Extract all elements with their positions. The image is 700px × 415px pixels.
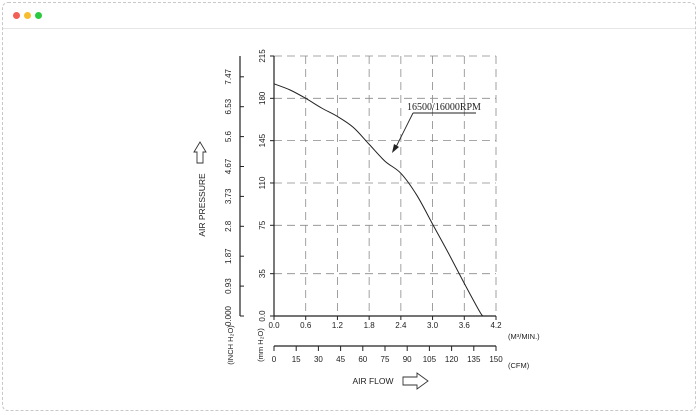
cfm-tick-label: 0	[272, 355, 277, 364]
cfm-unit-label: (CFM)	[508, 361, 530, 370]
cfm-tick-label: 120	[445, 355, 459, 364]
x-tick-label: 1.2	[332, 321, 344, 330]
close-window-button[interactable]	[13, 12, 20, 19]
maximize-window-button[interactable]	[35, 12, 42, 19]
cfm-tick-label: 150	[489, 355, 503, 364]
y2-tick-label: 6.53	[224, 98, 233, 114]
x-tick-label: 0.6	[300, 321, 312, 330]
y-axis-title: AIR PRESSURE	[197, 173, 207, 237]
cfm-tick-label: 90	[403, 355, 412, 364]
annotation-leader-line	[394, 112, 414, 150]
y2-tick-label: 3.73	[224, 188, 233, 204]
y-tick-label: 180	[258, 91, 267, 105]
cfm-tick-label: 60	[358, 355, 367, 364]
up-arrow-icon	[193, 141, 207, 164]
title-bar	[3, 3, 695, 29]
y2-tick-label: 1.87	[224, 248, 233, 264]
y2-tick-label: 2.8	[224, 220, 233, 232]
x-tick-label: 1.8	[364, 321, 376, 330]
m3-unit-label: (M³/MIN.)	[508, 332, 540, 341]
cfm-tick-label: 15	[292, 355, 301, 364]
x-tick-label: 4.2	[490, 321, 502, 330]
x-axis-title: AIR FLOW	[352, 376, 393, 386]
y-tick-label: 75	[258, 220, 267, 229]
y-tick-label: 110	[258, 176, 267, 189]
cfm-tick-label: 105	[423, 355, 437, 364]
y2-tick-label: 7.47	[224, 68, 233, 84]
tick-labels: 0.0 0.6 1.2 1.8 2.4 3.0 3.6 4.2 0.0 35 75 110 145 180…	[224, 49, 503, 364]
y-tick-label: 35	[258, 269, 267, 278]
x-tick-label: 0.0	[268, 321, 280, 330]
cfm-tick-label: 75	[381, 355, 390, 364]
tick-marks	[240, 55, 497, 351]
x-tick-label: 2.4	[395, 321, 407, 330]
y2-tick-label: 0.000	[224, 305, 233, 326]
x-tick-label: 3.0	[427, 321, 439, 330]
y2-tick-label: 5.6	[224, 130, 233, 142]
y2-tick-label: 0.93	[224, 278, 233, 294]
performance-curve	[273, 83, 485, 317]
mm-unit-label: (mm H₂O)	[256, 328, 265, 362]
y-tick-label: 145	[258, 133, 267, 147]
y-tick-label: 0.0	[258, 310, 267, 322]
minimize-window-button[interactable]	[24, 12, 31, 19]
rpm-annotation: 16500/16000RPM	[407, 102, 481, 113]
y2-tick-label: 4.67	[224, 158, 233, 174]
x-tick-label: 3.6	[459, 321, 471, 330]
right-arrow-icon	[402, 372, 429, 390]
cfm-tick-label: 30	[314, 355, 323, 364]
chart-grid	[274, 55, 497, 316]
inch-unit-label: (INCH H₂O)	[226, 325, 235, 365]
app-window	[2, 2, 696, 411]
annotation-arrowhead	[392, 144, 399, 153]
y-tick-label: 215	[258, 49, 267, 63]
cfm-tick-label: 45	[336, 355, 345, 364]
cfm-tick-label: 135	[467, 355, 481, 364]
